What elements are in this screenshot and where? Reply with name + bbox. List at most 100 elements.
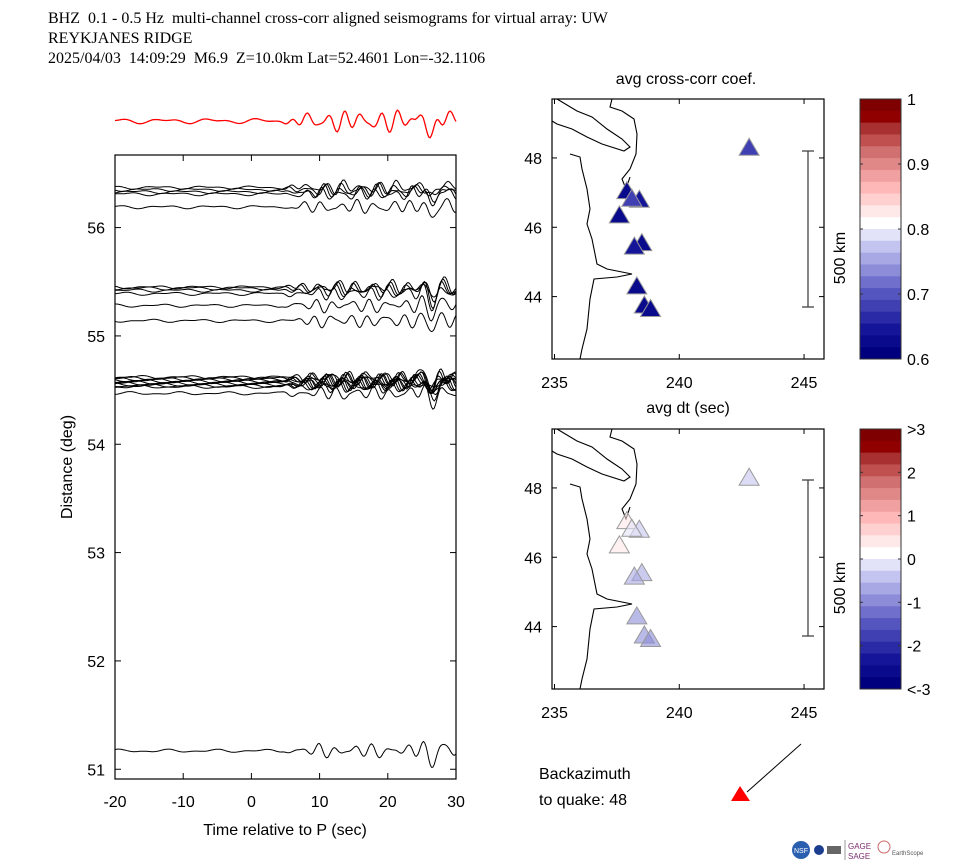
colorbar-swatch — [860, 299, 901, 313]
map2-scale-bar — [802, 479, 814, 637]
seismogram-traces — [114, 179, 457, 768]
station-marker-icon — [620, 188, 643, 207]
colorbar-avg-dt: >3 2 1 0 -1 -2 <-3 — [859, 422, 931, 699]
colorbar-swatch — [860, 217, 901, 230]
colorbar-swatch — [860, 677, 901, 690]
seismogram-trace — [115, 377, 457, 402]
seismogram-trace — [114, 384, 456, 410]
colorbar-swatch — [860, 229, 901, 242]
colorbar-tick-label: 0.7 — [907, 287, 929, 304]
nasa-logo-icon — [814, 845, 824, 855]
coastline — [551, 428, 638, 690]
colorbar-swatch — [860, 146, 901, 159]
colorbar-swatch — [860, 464, 901, 477]
station-marker-icon — [639, 298, 662, 317]
colorbar-swatch — [860, 311, 901, 325]
station-marker-icon — [625, 605, 648, 625]
colorbar-swatch — [860, 653, 901, 666]
y-tick-label: 48 — [524, 151, 542, 168]
colorbar-tick-label: 0.9 — [907, 157, 929, 174]
colorbar-swatch — [860, 641, 901, 655]
station-marker-icon — [639, 628, 662, 647]
colorbar-swatch — [860, 606, 901, 619]
seismogram-trace — [114, 183, 457, 203]
colorbar-swatch — [860, 582, 901, 595]
seismogram-xlabel: Time relative to P (sec) — [203, 822, 367, 839]
colorbar-swatch — [860, 511, 901, 525]
colorbar-cross-corr: 1 0.9 0.8 0.7 0.6 — [859, 92, 929, 369]
colorbar-swatch — [860, 169, 901, 183]
seismogram-trace — [114, 371, 457, 395]
colorbar-swatch — [860, 499, 901, 513]
sage-logo: SAGE — [848, 852, 870, 861]
colorbar-swatch — [860, 488, 901, 501]
seismogram-trace — [114, 312, 457, 333]
station-marker-icon — [608, 204, 631, 224]
colorbar-swatch — [860, 99, 901, 112]
seismogram-trace — [114, 368, 457, 392]
seismogram-trace — [114, 283, 457, 312]
map2-frame — [551, 428, 825, 690]
header-region-name: REYKJANES RIDGE — [48, 30, 193, 47]
colorbar-swatch — [860, 134, 901, 147]
y-tick-label: 48 — [524, 481, 542, 498]
colorbar-tick-label: >3 — [907, 422, 925, 439]
colorbar-tick-label: 0 — [907, 552, 916, 569]
map1-frame — [551, 98, 825, 360]
y-tick-label: 44 — [524, 620, 542, 637]
x-tick-label: 240 — [666, 375, 693, 392]
station-marker-icon — [738, 137, 761, 156]
map-cross-corr: avg cross-corr coef. 235 240 245 44 46 48 500… — [524, 71, 929, 417]
colorbar-swatch — [860, 205, 901, 218]
colorbar-swatch — [860, 276, 901, 289]
y-tick-label: 56 — [87, 221, 105, 238]
y-tick-label: 51 — [87, 762, 105, 779]
x-tick-label: -10 — [172, 794, 195, 811]
station-marker-icon — [623, 566, 646, 585]
quake-direction-marker-icon — [731, 786, 750, 801]
x-tick-label: 235 — [541, 375, 568, 392]
colorbar-swatch — [860, 452, 901, 465]
map-avg-dt: 235 240 245 44 46 48 500 km >3 2 1 0 -1 -2 <-3 — [524, 422, 930, 722]
backazimuth-label-line2: to quake: 48 — [539, 792, 627, 809]
colorbar-tick-label: <-3 — [907, 682, 931, 699]
colorbar-swatch — [860, 547, 901, 560]
colorbar-tick-label: 0.8 — [907, 222, 929, 239]
earthscope-logo: EarthScope — [892, 851, 924, 857]
sponsor-logos: NSF GAGE SAGE EarthScope — [792, 838, 932, 862]
station-marker-icon — [608, 534, 631, 554]
header-event-info: 2025/04/03 14:09:29 M6.9 Z=10.0km Lat=52… — [48, 50, 486, 67]
seismogram-trace — [114, 185, 457, 207]
y-tick-label: 46 — [524, 220, 542, 237]
colorbar-swatch — [860, 158, 901, 171]
backazimuth-arrow-line — [746, 743, 802, 793]
colorbar-swatch — [860, 347, 901, 360]
x-tick-label: 20 — [379, 794, 397, 811]
map1-scale-bar — [802, 150, 814, 308]
colorbar-swatch — [860, 122, 901, 135]
seismogram-trace — [114, 179, 457, 197]
earthscope-logo-icon — [877, 840, 891, 854]
y-tick-label: 44 — [524, 290, 542, 307]
map2-scale-label: 500 km — [832, 562, 849, 614]
colorbar-tick-label: -2 — [907, 639, 921, 656]
x-tick-label: 245 — [791, 375, 818, 392]
colorbar-swatch — [860, 264, 901, 277]
station-marker-icon — [738, 467, 761, 486]
colorbar-swatch — [860, 440, 901, 454]
y-tick-label: 53 — [87, 546, 105, 563]
map1-scale-label: 500 km — [832, 232, 849, 284]
map1-xlabel: avg dt (sec) — [646, 400, 730, 417]
nsf-logo-icon — [792, 841, 810, 859]
seismogram-trace — [114, 740, 457, 768]
seismogram-trace — [114, 198, 457, 218]
colorbar-swatch — [860, 523, 901, 536]
colorbar-tick-label: 1 — [907, 509, 916, 526]
colorbar-swatch — [860, 665, 901, 678]
seismogram-plot: -20 -10 0 10 20 30 51 52 53 54 55 56 Time relative… — [59, 109, 465, 839]
station-marker-icon — [620, 518, 643, 537]
gage-logo: GAGE — [848, 842, 871, 851]
x-tick-label: 235 — [541, 705, 568, 722]
colorbar-swatch — [860, 618, 901, 631]
